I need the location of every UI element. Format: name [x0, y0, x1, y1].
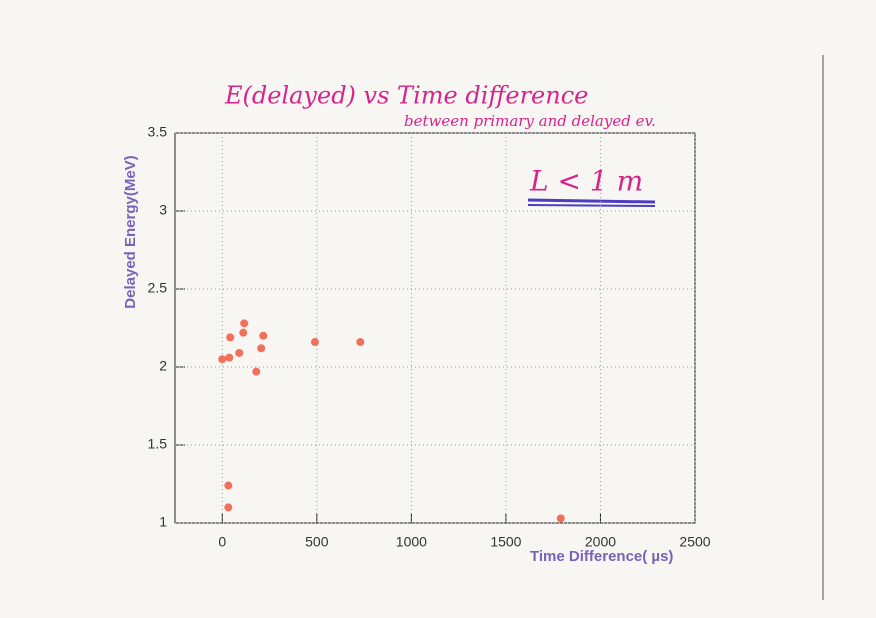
x-axis-label: Time Difference( µs)	[530, 548, 673, 565]
point	[257, 344, 266, 353]
point	[224, 481, 233, 490]
y-tick-label: 1	[159, 514, 167, 530]
y-tick-label: 1.5	[148, 436, 168, 452]
chart-title: E(delayed) vs Time difference	[224, 82, 588, 110]
y-tick-label: 2.5	[148, 280, 168, 296]
point	[235, 348, 244, 357]
point	[224, 503, 233, 512]
x-tick-label: 1000	[396, 534, 427, 550]
point	[259, 331, 268, 340]
point	[310, 338, 319, 347]
point	[240, 319, 249, 328]
x-tick-label: 0	[218, 534, 226, 550]
x-tick-label: 1500	[490, 534, 521, 550]
point	[556, 514, 565, 523]
point	[226, 333, 235, 342]
y-tick-label: 3	[159, 202, 167, 218]
underline	[527, 204, 656, 207]
x-tick-label: 500	[305, 534, 329, 550]
point	[252, 367, 261, 376]
point	[356, 338, 365, 347]
point	[225, 353, 234, 362]
x-tick-label: 2000	[585, 534, 616, 550]
point	[218, 355, 227, 364]
y-tick-label: 3.5	[148, 124, 168, 140]
point	[239, 328, 248, 337]
x-tick-label: 2500	[679, 534, 710, 550]
y-axis-label: Delayed Energy(MeV)	[122, 155, 139, 308]
underline	[527, 198, 656, 204]
y-tick-label: 2	[159, 358, 167, 374]
annotation: L < 1 m	[529, 165, 643, 198]
chart-subtitle: between primary and delayed ev.	[404, 112, 656, 130]
